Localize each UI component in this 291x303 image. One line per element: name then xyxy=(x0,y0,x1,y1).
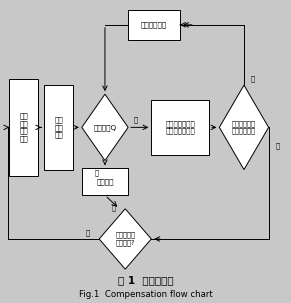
Text: 是: 是 xyxy=(133,117,137,123)
FancyBboxPatch shape xyxy=(151,100,209,155)
Text: 否: 否 xyxy=(275,142,279,149)
Text: 最大位置度
是否小于?: 最大位置度 是否小于? xyxy=(115,232,135,246)
Polygon shape xyxy=(219,85,269,170)
Text: 图 1  补偿流程图: 图 1 补偿流程图 xyxy=(118,275,173,285)
Text: 补偿后最大位
置度是否减低: 补偿后最大位 置度是否减低 xyxy=(232,120,256,135)
Text: 步长减少一半: 步长减少一半 xyxy=(141,22,167,28)
Text: 判量大位置度孔
的方向进行补偿: 判量大位置度孔 的方向进行补偿 xyxy=(165,120,195,135)
Text: 是: 是 xyxy=(251,76,255,82)
FancyBboxPatch shape xyxy=(44,85,73,170)
Text: 是: 是 xyxy=(112,204,116,211)
Text: 获取
位置
度量
大孔: 获取 位置 度量 大孔 xyxy=(19,113,28,142)
FancyBboxPatch shape xyxy=(82,168,128,195)
FancyBboxPatch shape xyxy=(128,10,180,40)
Polygon shape xyxy=(82,94,128,161)
Text: 否: 否 xyxy=(94,169,98,176)
Text: 步长大于Q: 步长大于Q xyxy=(93,124,116,131)
Text: 停止分析: 停止分析 xyxy=(96,178,114,185)
FancyBboxPatch shape xyxy=(9,79,38,176)
Text: 定置
补偿
步长: 定置 补偿 步长 xyxy=(54,116,63,138)
Text: Fig.1  Compensation flow chart: Fig.1 Compensation flow chart xyxy=(79,290,212,299)
Polygon shape xyxy=(99,209,151,269)
Text: 否: 否 xyxy=(86,230,90,236)
